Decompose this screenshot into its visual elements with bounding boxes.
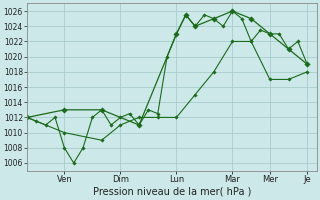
X-axis label: Pression niveau de la mer( hPa ): Pression niveau de la mer( hPa ): [92, 187, 251, 197]
